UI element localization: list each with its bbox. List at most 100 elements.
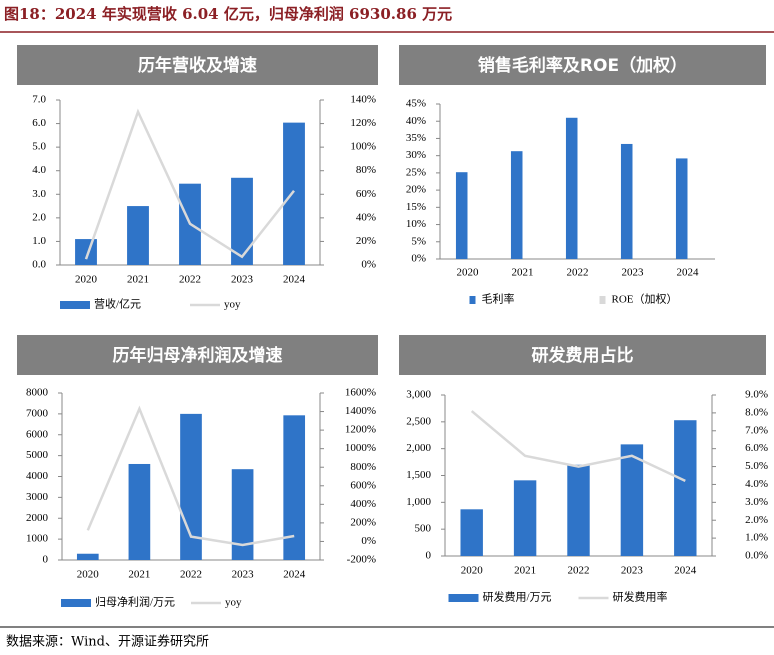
y-tick-label: 10% (406, 218, 426, 230)
y2-tick-label: 800% (350, 461, 376, 473)
legend-label: 归母净利润/万元 (95, 595, 175, 609)
bar (510, 151, 523, 259)
x-tick-label: 2021 (128, 569, 150, 581)
y2-tick-label: 1600% (345, 387, 376, 399)
x-tick-label: 2021 (127, 274, 149, 286)
y2-tick-label: 0% (361, 535, 376, 547)
y-tick-label: 5.0 (32, 141, 46, 153)
y2-tick-label: 2.0% (745, 514, 768, 526)
y-tick-label: 6000 (26, 428, 49, 440)
panel-title: 研发费用占比 (532, 345, 634, 366)
y-tick-label: 1000 (26, 533, 49, 545)
y-tick-label: 25% (406, 166, 426, 178)
y2-tick-label: 1.0% (745, 532, 768, 544)
panel-header (399, 45, 766, 85)
y-tick-label: 1,000 (406, 496, 431, 508)
y2-tick-label: 80% (356, 164, 376, 176)
legend-label: 毛利率 (482, 292, 515, 306)
y2-tick-label: 0% (361, 259, 376, 271)
y-tick-label: 5% (411, 235, 426, 247)
y-tick-label: 3,000 (406, 389, 431, 401)
legend-label: yoy (225, 597, 242, 609)
x-tick-label: 2024 (677, 267, 700, 279)
panel-title: 历年营收及增速 (138, 55, 257, 76)
bar (620, 444, 644, 556)
y2-tick-label: 200% (350, 516, 376, 528)
bar (567, 464, 590, 556)
y-tick-label: 1,500 (406, 469, 431, 481)
x-tick-label: 2024 (283, 569, 306, 581)
y2-tick-label: 9.0% (745, 389, 768, 401)
legend-label: ROE（加权） (612, 293, 678, 306)
y2-tick-label: 60% (356, 188, 376, 200)
x-tick-label: 2023 (621, 565, 644, 577)
y2-tick-label: 0.0% (745, 550, 768, 562)
y-tick-label: 2000 (26, 512, 49, 524)
x-tick-label: 2022 (180, 569, 202, 581)
y-tick-label: 4.0 (32, 164, 46, 176)
y-tick-label: 7000 (26, 407, 49, 419)
panel-header (399, 335, 766, 375)
x-tick-label: 2020 (77, 569, 100, 581)
legend-label: 研发费用/万元 (483, 590, 552, 604)
y-tick-label: 40% (406, 115, 426, 127)
y2-tick-label: 140% (350, 94, 376, 106)
y-tick-label: 45% (406, 98, 426, 110)
x-tick-label: 2023 (231, 274, 254, 286)
bar (513, 480, 537, 556)
x-tick-label: 2022 (568, 565, 590, 577)
legend-symbol (469, 296, 476, 304)
x-tick-label: 2020 (75, 274, 98, 286)
y2-tick-label: 4.0% (745, 478, 768, 490)
y-tick-label: 0.0 (32, 259, 46, 271)
y-tick-label: 20% (406, 184, 426, 196)
x-tick-label: 2023 (232, 569, 255, 581)
y-tick-label: 0 (43, 554, 49, 566)
y-tick-label: 35% (406, 132, 426, 144)
y2-tick-label: 3.0% (745, 496, 768, 508)
x-tick-label: 2020 (461, 565, 484, 577)
y2-tick-label: 40% (356, 211, 376, 223)
bar (460, 509, 483, 556)
y2-tick-label: -200% (347, 554, 376, 566)
y-tick-label: 1.0 (32, 235, 46, 247)
legend-symbol (599, 296, 606, 304)
y-tick-label: 3000 (26, 491, 49, 503)
bar (675, 158, 688, 259)
y2-tick-label: 400% (350, 498, 376, 510)
bar (76, 553, 99, 560)
panel-header (17, 45, 378, 85)
y-tick-label: 15% (406, 201, 426, 213)
y-tick-label: 2.0 (32, 211, 46, 223)
panel-title: 历年归母净利润及增速 (113, 345, 283, 366)
x-tick-label: 2021 (512, 267, 534, 279)
source: 数据来源：Wind、开源证券研究所 (6, 634, 209, 650)
legend-symbol (448, 594, 479, 602)
line-series (84, 108, 295, 260)
x-tick-label: 2024 (283, 274, 306, 286)
y2-tick-label: 1400% (345, 405, 376, 417)
y2-tick-label: 20% (356, 235, 376, 247)
y-tick-label: 500 (415, 523, 432, 535)
y2-tick-label: 1000% (345, 442, 376, 454)
legend-symbol (60, 301, 90, 309)
y2-tick-label: 7.0% (745, 424, 768, 436)
y2-tick-label: 100% (350, 141, 376, 153)
y-tick-label: 30% (406, 149, 426, 161)
bar (283, 122, 305, 265)
y-tick-label: 8000 (26, 387, 49, 399)
bar (128, 463, 151, 560)
x-tick-label: 2021 (514, 565, 536, 577)
line-series (86, 405, 295, 547)
panel-header (17, 335, 378, 375)
legend-label: 研发费用率 (613, 590, 668, 604)
legend-label: yoy (224, 299, 241, 311)
x-tick-label: 2020 (457, 267, 480, 279)
bar (75, 239, 97, 265)
bar (620, 143, 633, 259)
y-tick-label: 7.0 (32, 94, 46, 106)
y-tick-label: 5000 (26, 449, 49, 461)
y2-tick-label: 1200% (345, 424, 376, 436)
x-tick-label: 2024 (674, 565, 697, 577)
